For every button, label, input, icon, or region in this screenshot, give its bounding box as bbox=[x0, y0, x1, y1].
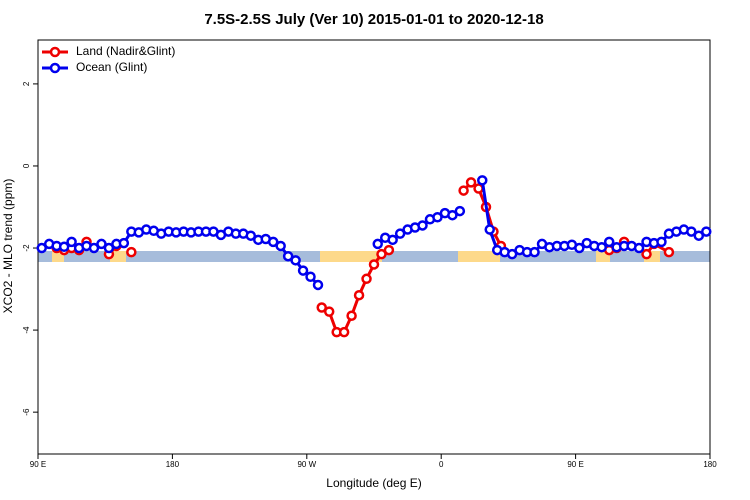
data-point bbox=[372, 238, 383, 250]
x-tick-label: 90 E bbox=[567, 460, 583, 469]
data-point bbox=[686, 226, 697, 237]
x-tick-label: 180 bbox=[703, 460, 717, 469]
data-point bbox=[454, 205, 466, 217]
data-point bbox=[126, 246, 137, 258]
y-tick-label: -2 bbox=[22, 244, 31, 252]
y-tick-label: 0 bbox=[22, 163, 31, 168]
data-point bbox=[465, 177, 477, 188]
data-point bbox=[297, 265, 309, 276]
data-point bbox=[596, 241, 607, 253]
data-point bbox=[506, 248, 518, 260]
land-band bbox=[320, 251, 382, 262]
data-point bbox=[417, 220, 428, 231]
data-point bbox=[275, 240, 286, 252]
data-point bbox=[432, 212, 443, 223]
data-point bbox=[458, 185, 469, 196]
data-point bbox=[656, 236, 667, 248]
y-tick-label: -6 bbox=[22, 408, 31, 416]
data-point bbox=[574, 242, 585, 254]
data-point bbox=[663, 246, 675, 258]
land-band bbox=[52, 251, 64, 262]
legend-label: Ocean (Glint) bbox=[76, 60, 147, 74]
data-point bbox=[338, 326, 350, 338]
data-point bbox=[58, 241, 70, 253]
data-point bbox=[633, 242, 645, 254]
data-point bbox=[353, 289, 365, 301]
data-point bbox=[447, 209, 458, 221]
data-point bbox=[603, 236, 615, 248]
data-point bbox=[394, 228, 406, 239]
data-point bbox=[473, 183, 484, 194]
data-point bbox=[477, 175, 488, 186]
data-point bbox=[88, 242, 100, 254]
land-band bbox=[110, 251, 126, 262]
data-point bbox=[387, 234, 398, 246]
data-point bbox=[290, 255, 301, 266]
data-point bbox=[282, 250, 294, 262]
data-point bbox=[346, 310, 357, 321]
data-point bbox=[316, 302, 327, 313]
data-point bbox=[36, 242, 47, 254]
data-point bbox=[701, 226, 712, 237]
y-axis-label: XCO2 - MLO trend (ppm) bbox=[1, 179, 15, 314]
x-axis-label: Longitude (deg E) bbox=[326, 476, 421, 490]
land-band bbox=[458, 251, 500, 262]
data-point bbox=[383, 244, 395, 256]
data-point bbox=[245, 230, 257, 241]
data-point bbox=[96, 238, 107, 250]
x-tick-label: 180 bbox=[166, 460, 180, 469]
x-tick-label: 90 E bbox=[30, 460, 46, 469]
data-point bbox=[305, 271, 316, 282]
legend-label: Land (Nadir&Glint) bbox=[76, 44, 175, 58]
data-point bbox=[118, 237, 130, 249]
legend-marker bbox=[49, 62, 61, 74]
land-band bbox=[644, 251, 660, 262]
series-line bbox=[321, 248, 390, 334]
data-point bbox=[312, 279, 324, 291]
data-point bbox=[484, 224, 495, 235]
x-tick-label: 0 bbox=[439, 460, 444, 469]
x-tick-label: 90 W bbox=[297, 460, 316, 469]
y-tick-label: 2 bbox=[22, 81, 31, 86]
data-point bbox=[323, 306, 335, 317]
data-point bbox=[103, 242, 115, 254]
data-point bbox=[693, 230, 705, 241]
data-point bbox=[361, 273, 372, 285]
land-band bbox=[596, 251, 610, 262]
y-tick-label: -4 bbox=[22, 326, 31, 334]
data-point bbox=[641, 248, 652, 260]
legend-marker bbox=[49, 46, 61, 58]
data-point bbox=[267, 236, 279, 248]
data-point bbox=[66, 236, 77, 248]
data-point bbox=[529, 246, 540, 258]
surface-band bbox=[38, 251, 710, 262]
data-point bbox=[376, 248, 387, 260]
chart-title: 7.5S-2.5S July (Ver 10) 2015-01-01 to 20… bbox=[204, 11, 543, 28]
data-point bbox=[368, 259, 380, 270]
